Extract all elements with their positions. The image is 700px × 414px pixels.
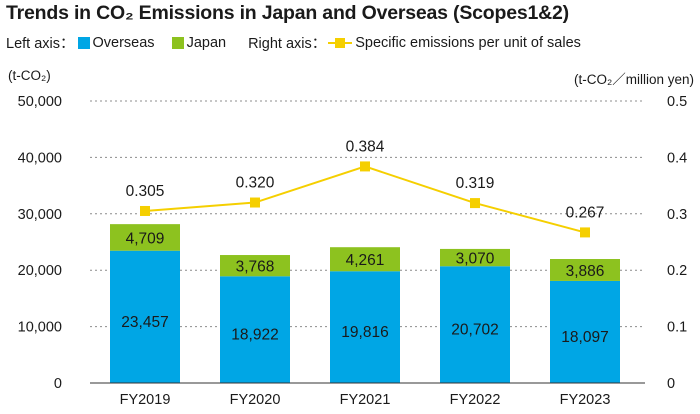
bar-japan <box>550 259 620 281</box>
legend-right-axis-label: Right axis： <box>248 36 327 52</box>
right-axis-tick-label: 0.5 <box>667 94 687 110</box>
legend-left-axis-label: Left axis： <box>6 36 75 52</box>
line-point-label: 0.267 <box>566 204 605 221</box>
bar-japan <box>330 247 400 272</box>
bar-overseas-label: 20,702 <box>451 322 498 339</box>
chart-title: Trends in CO₂ Emissions in Japan and Ove… <box>6 2 569 24</box>
line-point-label: 0.305 <box>126 183 165 200</box>
bar-japan-label: 3,768 <box>236 259 275 276</box>
bar-japan-label: 4,709 <box>126 230 165 247</box>
line-specific-emissions <box>144 165 586 234</box>
bar-japan <box>220 255 290 277</box>
left-axis-tick-label: 10,000 <box>18 320 62 336</box>
legend-japan-swatch <box>171 36 184 49</box>
line-point-label: 0.320 <box>236 175 275 192</box>
x-axis-tick-label: FY2022 <box>450 392 501 408</box>
right-axis-unit: (t-CO₂／million yen) <box>573 72 694 87</box>
bar-japan-label: 4,261 <box>346 252 385 269</box>
bar-overseas-label: 18,097 <box>561 329 608 346</box>
left-axis-tick-label: 30,000 <box>18 207 62 223</box>
x-axis-tick-label: FY2019 <box>120 392 171 408</box>
legend-line-swatch <box>328 37 353 49</box>
bar-japan-label: 3,886 <box>566 263 605 280</box>
chart-legend: Left axis： Overseas Japan Right axis： Sp… <box>6 32 581 53</box>
line-point-label: 0.384 <box>346 138 385 155</box>
x-axis-tick-label: FY2020 <box>230 392 281 408</box>
x-axis-tick-label: FY2021 <box>340 392 391 408</box>
legend-japan-label: Japan <box>186 34 227 51</box>
line-point <box>580 227 590 238</box>
line-point-label: 0.319 <box>456 175 495 192</box>
bar-japan-label: 3,070 <box>456 251 495 268</box>
legend-line-label: Specific emissions per unit of sales <box>355 34 581 51</box>
x-axis-tick-label: FY2023 <box>560 392 611 408</box>
legend-overseas-label: Overseas <box>92 34 155 51</box>
bar-overseas <box>220 276 290 383</box>
line-point <box>360 161 370 172</box>
left-axis-tick-label: 0 <box>54 376 62 392</box>
right-axis-tick-label: 0.1 <box>667 320 687 336</box>
legend-overseas-swatch <box>77 36 90 49</box>
bar-overseas-label: 23,457 <box>121 314 168 331</box>
bar-japan <box>440 248 510 267</box>
bar-japan <box>110 224 180 251</box>
bar-overseas <box>330 271 400 383</box>
left-axis-tick-label: 50,000 <box>18 94 62 110</box>
bar-overseas <box>440 266 510 383</box>
right-axis-tick-label: 0.4 <box>667 150 687 166</box>
bar-overseas <box>550 280 620 383</box>
line-point <box>470 198 480 209</box>
bar-overseas-label: 18,922 <box>231 327 278 344</box>
line-point <box>140 205 150 216</box>
right-axis-tick-label: 0.3 <box>667 207 687 223</box>
left-axis-unit: (t-CO₂) <box>8 68 51 83</box>
right-axis-tick-label: 0.2 <box>667 263 687 279</box>
line-point <box>250 197 260 208</box>
bar-overseas-label: 19,816 <box>341 324 388 341</box>
left-axis-tick-label: 20,000 <box>18 263 62 279</box>
bar-overseas <box>110 250 180 383</box>
right-axis-tick-label: 0 <box>667 376 675 392</box>
left-axis-tick-label: 40,000 <box>18 150 62 166</box>
